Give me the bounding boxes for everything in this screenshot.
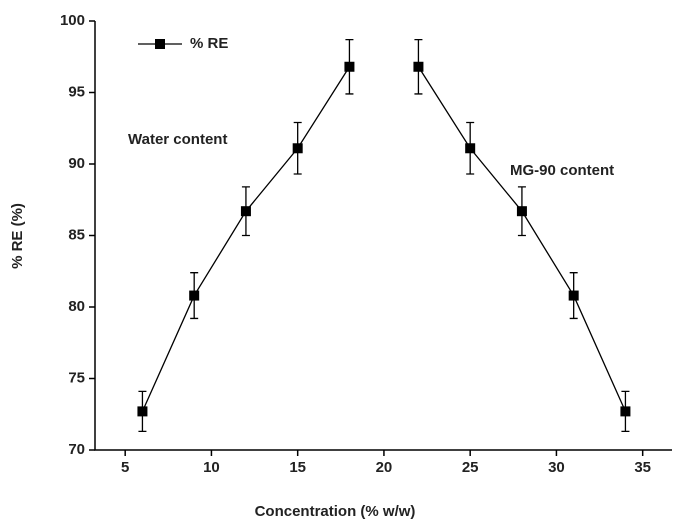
data-point [465,143,476,154]
data-line [141,66,627,412]
data-point [413,61,424,72]
y-tick-label: 75 [68,369,85,386]
legend-label: % RE [190,35,228,52]
y-tick-label: 80 [68,298,85,315]
data-point [620,406,631,417]
x-tick-label: 10 [203,459,220,476]
data-point [240,206,251,217]
legend-marker [155,39,165,49]
x-tick-label: 30 [548,459,565,476]
y-tick-label: 90 [68,155,85,172]
y-tick-label: 85 [68,226,85,243]
annotation: MG-90 content [510,162,614,179]
y-tick-label: 70 [68,441,85,458]
data-point [137,406,148,417]
data-point [344,61,355,72]
x-tick-label: 20 [376,459,393,476]
y-tick-label: 95 [68,83,85,100]
y-tick-label: 100 [60,12,85,29]
data-point [568,290,579,301]
axes [94,21,672,451]
data-point [292,143,303,154]
y-axis-label: % RE (%) [9,203,26,269]
x-tick-label: 5 [121,459,129,476]
data-point [516,206,527,217]
x-tick-label: 35 [634,459,651,476]
data-point [189,290,200,301]
x-tick-label: 25 [462,459,479,476]
x-axis-label: Concentration (% w/w) [255,503,416,520]
annotation: Water content [128,131,227,148]
x-tick-label: 15 [289,459,306,476]
